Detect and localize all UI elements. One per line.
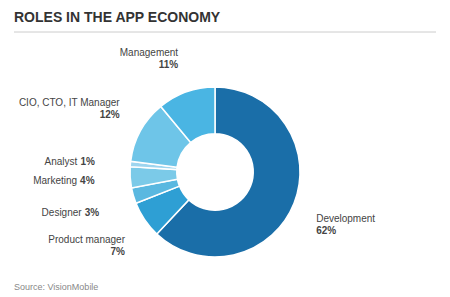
data-label: 62% [316,225,336,236]
data-label: 3% [85,207,100,218]
data-label: 4% [80,175,95,186]
title: ROLES IN THE APP ECONOMY [14,9,221,25]
chart: ROLES IN THE APP ECONOMY Source: VisionMo… [0,0,450,297]
data-label: 7% [111,246,126,257]
slice-label: CIO, CTO, IT Manager [19,97,120,108]
data-label: 1% [80,156,95,167]
donut [130,87,300,257]
data-labels: Development62% Product manager7% Designer3… [19,47,375,258]
data-label: 12% [100,109,120,120]
slice-label: Development [316,213,375,224]
slice-label: Analyst [45,156,78,167]
slice [161,87,215,143]
slice-label: Marketing [33,175,77,186]
slice [157,87,300,257]
slice-label: Designer [42,207,83,218]
slice-label: Management [120,47,179,58]
title-rule [14,32,436,33]
slice-label: Product manager [48,234,125,245]
data-label: 11% [159,59,179,70]
source: Source: VisionMobile [14,282,98,292]
